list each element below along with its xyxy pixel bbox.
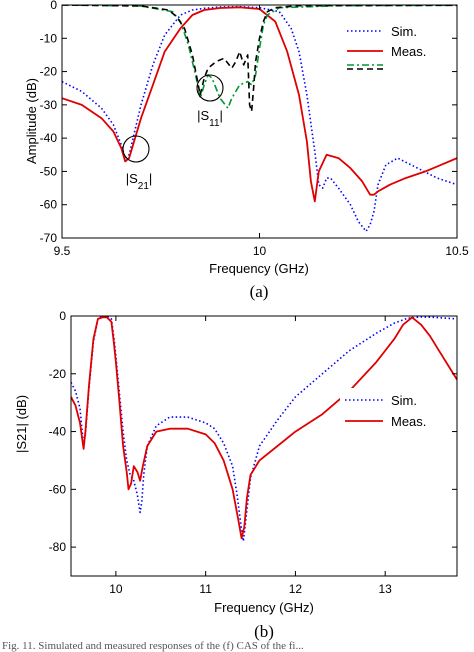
panel-a-x-tick-label-0: 9.5 [54,244,71,258]
panel-a-series-1-line [62,6,457,203]
panel-a-series-2-line [62,5,457,109]
panel-a-y-tick-label-5: -50 [40,164,58,178]
bottom-caption-fragment: Fig. 11. Simulated and measured response… [2,640,304,652]
panel-b-x-tick-label-0: 10 [109,582,123,596]
panel-b-y-tick-label-4: -80 [49,540,67,554]
panel-b-y-tick-label-2: -40 [49,425,67,439]
s21-marker-circle [122,135,150,163]
panel-a-series-3-line [62,5,457,113]
panel-a-x-tick-label-1: 10 [253,244,267,258]
panel-b-x-axis-label: Frequency (GHz) [214,600,314,615]
panel-a-y-axis-label: Amplitude (dB) [24,78,39,164]
panel-b-plot-frame [70,315,458,577]
s11-marker-circle [196,74,224,102]
legend-meas-label: Meas. [391,44,426,59]
panel-a-y-tick-label-0: 0 [50,0,57,12]
panel-b-x-tick-label-2: 12 [289,582,303,596]
legend-sim-label: Sim. [391,24,417,39]
panel-b-y-tick-label-0: 0 [59,309,66,323]
legend-b-meas-label: Meas. [391,414,426,429]
panel-a-y-tick-label-2: -20 [40,65,58,79]
s11-annotation: |S11| [197,108,223,129]
panel-a-y-tick-label-3: -30 [40,98,58,112]
panel-a: 9.5 10 10.5 0 -10 -20 -30 -40 -50 -60 -70 Frequenc… [24,0,469,301]
panel-a-x-axis-label: Frequency (GHz) [209,261,309,276]
s21-annotation: |S21| [126,171,153,192]
panel-b-y-axis-label: |S21| (dB) [14,395,29,453]
panel-b-series-1-line [71,316,457,540]
legend-b-sim-label: Sim. [391,393,417,408]
panel-b: 10 11 12 13 0 -20 -40 -60 -80 Frequency (GHz) |S… [14,309,458,641]
panel-a-x-tick-label-2: 10.5 [445,244,469,258]
panel-a-y-tick-label-4: -40 [40,131,58,145]
panel-b-x-tick-label-1: 11 [199,582,212,596]
panel-b-legend: Sim. Meas. [340,388,450,434]
panel-a-y-tick-label-1: -10 [40,31,58,45]
panel-a-caption: (a) [250,282,269,301]
panel-b-y-tick-label-1: -20 [49,367,67,381]
panel-a-legend: Sim. Meas. [339,16,451,72]
panel-b-caption: (b) [254,622,274,641]
panel-a-y-tick-label-6: -60 [40,198,58,212]
panel-b-y-tick-label-3: -60 [49,482,67,496]
panel-a-series-0-line [62,5,457,233]
panel-a-y-tick-label-7: -70 [40,231,58,245]
panel-b-x-tick-label-3: 13 [379,582,393,596]
